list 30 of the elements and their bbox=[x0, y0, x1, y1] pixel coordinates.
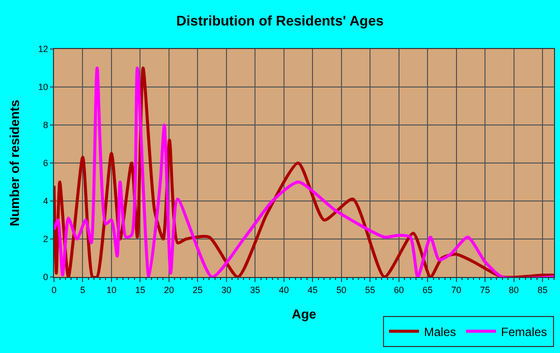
y-tick-label: 10 bbox=[38, 82, 48, 92]
chart-title: Distribution of Residents' Ages bbox=[176, 12, 384, 29]
x-tick-label: 40 bbox=[278, 284, 289, 295]
y-tick-label: 0 bbox=[43, 272, 48, 282]
x-tick-label: 50 bbox=[336, 284, 346, 295]
x-tick-label: 55 bbox=[365, 284, 376, 295]
x-tick-label: 20 bbox=[164, 284, 174, 295]
legend-label: Males bbox=[424, 324, 456, 339]
x-tick-label: 0 bbox=[51, 284, 57, 295]
y-axis-title: Number of residents bbox=[7, 100, 22, 226]
legend-label: Females bbox=[501, 324, 548, 339]
y-tick-label: 8 bbox=[43, 120, 48, 130]
x-tick-label: 60 bbox=[394, 284, 404, 295]
x-tick-label: 65 bbox=[422, 284, 433, 295]
y-tick-label: 12 bbox=[38, 44, 48, 54]
x-tick-label: 10 bbox=[106, 284, 116, 295]
y-tick-label: 6 bbox=[43, 158, 48, 168]
x-tick-label: 35 bbox=[250, 284, 260, 295]
x-tick-label: 85 bbox=[538, 284, 548, 295]
y-tick-label: 2 bbox=[43, 234, 48, 244]
x-tick-label: 25 bbox=[192, 284, 203, 295]
x-axis-title: Age bbox=[292, 306, 316, 322]
x-tick-label: 45 bbox=[308, 284, 318, 295]
y-tick-label: 4 bbox=[43, 196, 48, 206]
x-tick-label: 80 bbox=[508, 284, 519, 295]
x-tick-label: 15 bbox=[135, 284, 146, 295]
x-tick-label: 70 bbox=[451, 284, 462, 295]
x-tick-label: 30 bbox=[221, 284, 232, 295]
x-tick-label: 5 bbox=[80, 284, 86, 295]
x-tick-label: 75 bbox=[480, 284, 490, 295]
